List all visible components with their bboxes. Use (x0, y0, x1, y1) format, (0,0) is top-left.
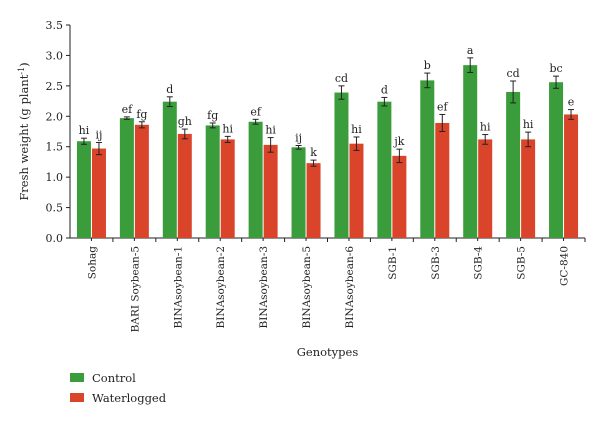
legend-swatch-waterlogged (70, 393, 84, 402)
significance-letter: a (467, 44, 474, 57)
significance-letter: ef (250, 105, 262, 118)
bar-waterlogged-3 (220, 139, 235, 238)
y-tick-label: 1.5 (46, 141, 64, 154)
y-tick-label: 2.0 (46, 110, 64, 123)
significance-letter: hi (265, 124, 276, 137)
significance-letter: hi (480, 121, 491, 134)
y-tick-label: 1.0 (46, 171, 64, 184)
significance-letter: hi (79, 124, 90, 137)
bar-control-5 (291, 147, 306, 238)
significance-letter: hi (351, 123, 362, 136)
y-tick-label: 0.0 (46, 232, 64, 245)
bar-waterlogged-10 (521, 139, 536, 238)
bar-control-2 (162, 101, 177, 239)
x-tick-label: SGB-5 (516, 246, 528, 280)
bar-waterlogged-1 (134, 124, 149, 238)
bar-waterlogged-6 (349, 143, 364, 238)
legend: Control Waterlogged (70, 371, 167, 405)
significance-letter: d (381, 83, 388, 96)
x-tick-label: BINAsoybean-3 (258, 246, 270, 328)
bars (76, 57, 579, 239)
y-tick-label: 0.5 (46, 202, 64, 215)
y-tick-label: 2.5 (46, 80, 64, 93)
bar-waterlogged-0 (91, 148, 106, 238)
significance-letter: bc (549, 62, 562, 75)
bar-control-8 (420, 80, 435, 238)
bar-waterlogged-5 (306, 163, 321, 238)
x-tick-label: BINAsoybean-6 (344, 246, 356, 329)
significance-letter: gh (178, 115, 192, 128)
x-axis-label: Genotypes (297, 345, 359, 359)
x-tick-label: BINAsoybean-2 (215, 246, 227, 328)
x-tick-label: BARI Soybean-5 (129, 246, 141, 332)
bar-control-9 (463, 65, 478, 238)
axes: 0.0 0.5 1.0 1.5 2.0 2.5 3.0 3.5 Fresh weight (g … (17, 19, 586, 245)
significance-letter: e (568, 96, 575, 109)
bar-waterlogged-4 (263, 144, 278, 238)
legend-swatch-control (70, 373, 84, 382)
significance-letter: d (166, 83, 173, 96)
x-tick-label: SGB-1 (387, 246, 399, 280)
bar-waterlogged-9 (478, 139, 493, 238)
bar-control-1 (119, 118, 134, 238)
significance-letter: ij (295, 131, 302, 144)
significance-letter: hi (222, 122, 233, 135)
legend-label-control: Control (92, 371, 136, 385)
x-tick-label: BINAsoybean-1 (172, 246, 184, 328)
significance-letter: ij (95, 128, 102, 141)
bar-control-0 (76, 141, 91, 238)
bar-waterlogged-11 (564, 114, 579, 238)
bar-control-6 (334, 92, 349, 239)
x-tick-label: Sohag (86, 246, 98, 280)
x-tick-label: BINAsoybean-5 (301, 246, 313, 328)
legend-label-waterlogged: Waterlogged (92, 391, 167, 405)
y-tick-label: 3.0 (46, 49, 64, 62)
y-tick-label: 3.5 (46, 19, 64, 32)
significance-letter: hi (523, 118, 534, 131)
x-tick-label: SGB-4 (473, 246, 485, 280)
bar-waterlogged-2 (177, 133, 192, 238)
significance-letter: cd (507, 67, 520, 80)
significance-letter: k (310, 146, 317, 159)
y-axis-label: Fresh weight (g plant-1) (17, 62, 31, 200)
x-tick-label: SGB-3 (430, 246, 442, 280)
x-tick-label: GC-840 (559, 246, 571, 286)
significance-letter: b (424, 59, 431, 72)
bar-control-3 (205, 125, 220, 238)
bar-waterlogged-8 (435, 122, 450, 238)
bar-waterlogged-7 (392, 155, 407, 238)
bar-control-4 (248, 121, 263, 238)
significance-letter: fg (136, 108, 147, 121)
bar-control-7 (377, 101, 392, 239)
significance-letter: ef (437, 100, 449, 113)
significance-letter: jk (392, 135, 404, 148)
bar-control-11 (549, 82, 564, 238)
bar-control-10 (506, 91, 521, 238)
significance-letter: ef (122, 103, 134, 116)
significance-letter: fg (207, 109, 218, 122)
significance-letter: cd (335, 72, 348, 85)
